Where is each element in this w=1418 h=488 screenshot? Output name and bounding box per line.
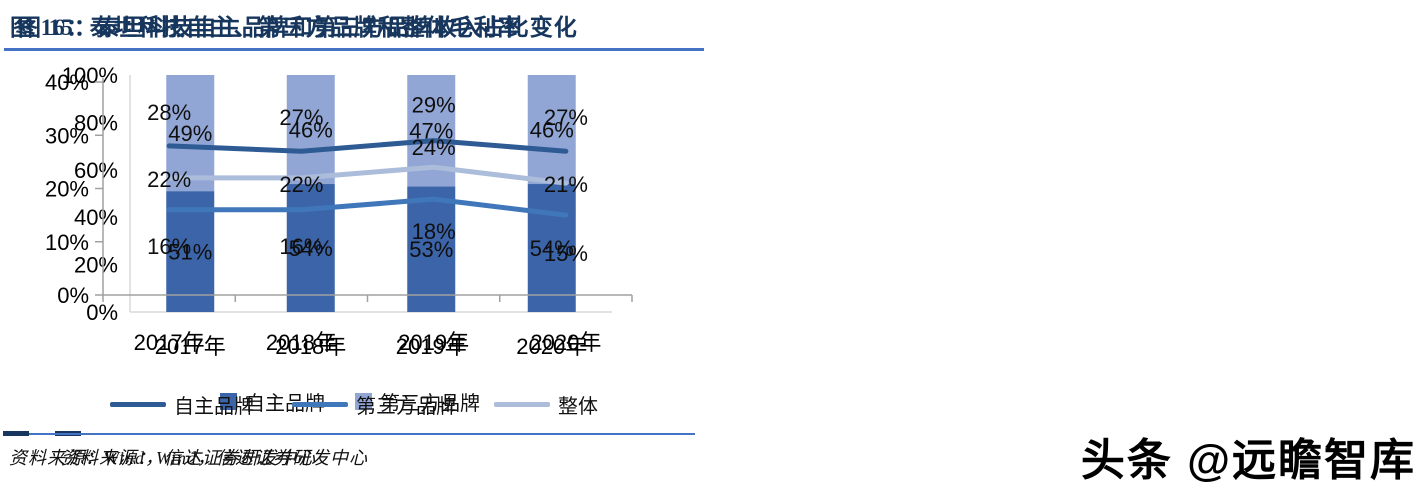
- y-axis-tick-label: 30%: [45, 123, 89, 148]
- legend-label-own-brand: 自主品牌: [245, 393, 325, 415]
- bar-segment-third-party-2020年: [527, 75, 576, 185]
- y-axis-tick-label: 100%: [62, 63, 118, 88]
- figure16-source-block: 资料来源：Wind，信达证券研发中心: [3, 431, 695, 470]
- third-party-data-label: 15%: [544, 241, 588, 266]
- bar-segment-third-party-2017年: [166, 75, 215, 192]
- rule-dark-tick: [3, 431, 29, 436]
- x-axis-category-label: 2020年: [516, 334, 587, 359]
- own-brand-data-label: 29%: [412, 93, 456, 118]
- figure16-source-rule: [3, 431, 695, 436]
- legend-item-own-brand: 自主品牌: [220, 387, 325, 416]
- legend-label-overall: 整体: [558, 396, 598, 418]
- y-axis-tick-label: 80%: [74, 110, 118, 135]
- x-axis-category-label: 2018年: [266, 330, 337, 355]
- own-brand-line-swatch-icon: [110, 402, 166, 407]
- bar-data-label: 51%: [168, 240, 212, 265]
- legend-item-third-party-line: 第三方品牌: [292, 390, 456, 419]
- bar-segment-own-brand-2019年: [407, 186, 456, 312]
- bar-data-label: 46%: [530, 118, 574, 143]
- third-party-line: [166, 196, 569, 218]
- bar-data-label: 49%: [168, 121, 212, 146]
- figure16-legend: 自主品牌 第三方品牌 整体: [0, 390, 708, 419]
- bar-segment-own-brand-2020年: [527, 184, 576, 312]
- bar-data-label: 46%: [289, 118, 333, 143]
- overall-data-label: 22%: [279, 172, 323, 197]
- y-axis-tick-label: 40%: [45, 70, 89, 95]
- figure16-source-text: 资料来源：Wind，信达证券研发中心: [9, 448, 317, 468]
- figure16-panel: 图 16：泰坦科技自主、第三方品牌和整体毛利率 0% 10% 20% 30% 40% 20…: [0, 0, 708, 484]
- legend-item-own-brand-line: 自主品牌: [110, 390, 254, 419]
- figure16-title: 图 16：泰坦科技自主、第三方品牌和整体毛利率: [10, 15, 522, 40]
- third-party-data-label: 16%: [279, 234, 323, 259]
- y-axis-tick-label: 0%: [57, 283, 89, 308]
- figure15-legend: 自主品牌 第三方品牌: [0, 387, 700, 416]
- x-axis-category-label: 2019年: [398, 330, 469, 355]
- own-brand-data-label: 27%: [544, 105, 588, 130]
- legend-item-overall-line: 整体: [494, 390, 598, 419]
- bar-data-label: 54%: [289, 236, 333, 261]
- figure15-source-text: 资料来源：Wind，信达证券研发中心: [61, 448, 369, 468]
- x-axis-category-label: 2017年: [155, 334, 226, 359]
- third-party-swatch-icon: [355, 393, 372, 410]
- overall-data-label: 24%: [412, 135, 456, 160]
- bar-data-label: 54%: [530, 236, 574, 261]
- figure16-title-rule: [4, 48, 704, 51]
- legend-item-third-party: 第三方品牌: [355, 387, 480, 416]
- legend-label-third-party: 第三方品牌: [356, 396, 456, 418]
- legend-label-own-brand: 自主品牌: [174, 396, 254, 418]
- x-axis-category-label: 2018年: [275, 334, 346, 359]
- own-brand-data-label: 28%: [147, 100, 191, 125]
- y-axis-tick-label: 40%: [74, 205, 118, 230]
- own-brand-data-label: 27%: [279, 105, 323, 130]
- own-brand-line: [166, 138, 569, 154]
- x-axis-category-label: 2019年: [396, 334, 467, 359]
- third-party-data-label: 16%: [147, 234, 191, 259]
- third-party-line-swatch-icon: [292, 402, 348, 407]
- x-axis-category-label: 2020年: [530, 330, 601, 355]
- y-axis-tick-label: 20%: [45, 177, 89, 202]
- overall-line-swatch-icon: [494, 402, 550, 407]
- y-axis-tick-label: 20%: [74, 253, 118, 278]
- own-brand-swatch-icon: [220, 393, 237, 410]
- third-party-data-label: 18%: [412, 219, 456, 244]
- bar-data-label: 53%: [409, 237, 453, 262]
- overall-data-label: 21%: [544, 172, 588, 197]
- y-axis-tick-label: 0%: [86, 300, 118, 325]
- bar-segment-third-party-2018年: [286, 75, 335, 185]
- y-axis-tick-label: 10%: [45, 230, 89, 255]
- figure15-title: 图 15：泰坦科技自主品牌和第三方品牌收入占比变化: [18, 15, 578, 40]
- y-axis-tick-label: 60%: [74, 158, 118, 183]
- overall-line: [166, 164, 569, 186]
- overall-data-label: 22%: [147, 167, 191, 192]
- legend-label-third-party: 第三方品牌: [380, 393, 480, 415]
- x-axis-category-label: 2017年: [134, 330, 205, 355]
- toutiao-yuanzhan-watermark: 头条 @远瞻智库: [1080, 436, 1416, 485]
